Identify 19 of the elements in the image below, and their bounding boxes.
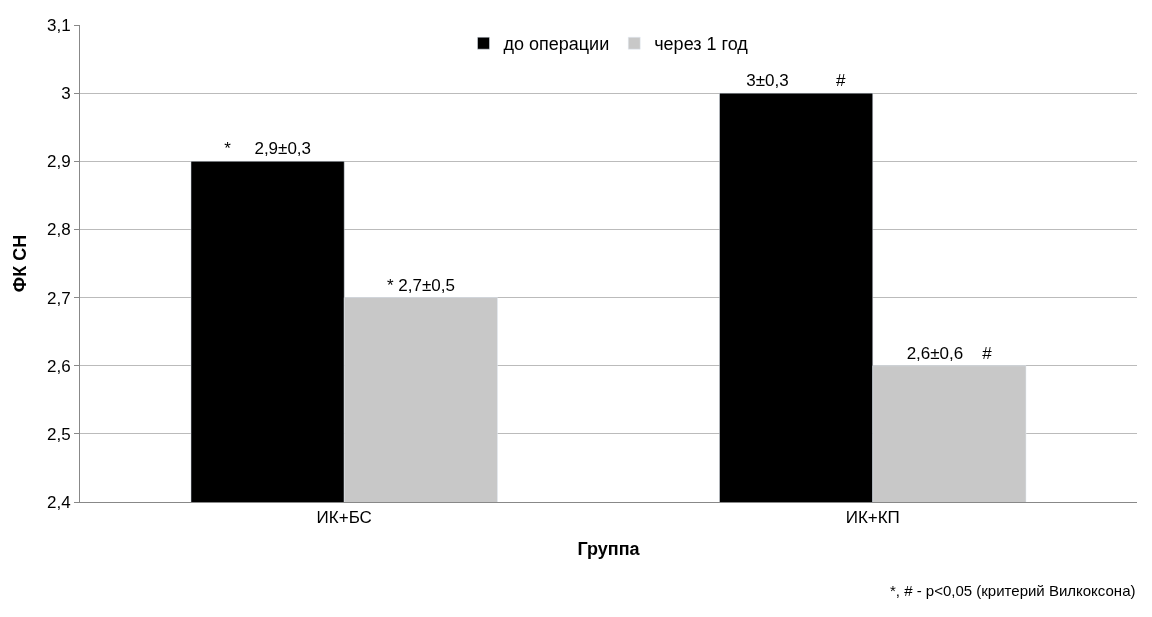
y-tick-label: 2,6: [46, 356, 71, 376]
y-tick-label: 2,9: [46, 152, 71, 172]
x-tick-label: ИК+БС: [316, 508, 372, 528]
legend-label: до операции: [503, 34, 610, 55]
y-tick-label: 3: [61, 84, 71, 104]
data-label: * 2,9±0,3: [224, 139, 312, 159]
data-label: 3±0,3 #: [746, 71, 846, 91]
y-axis-title: ФК СН: [10, 234, 31, 293]
y-tick-label: 2,7: [46, 288, 71, 308]
x-axis-title: Группа: [577, 538, 641, 559]
y-tick-label: 2,4: [46, 492, 71, 512]
y-tick-label: 2,5: [46, 424, 71, 444]
y-tick-label: 2,8: [46, 220, 71, 240]
data-label: * 2,7±0,5: [386, 275, 455, 295]
legend-label: через 1 год: [654, 34, 749, 55]
data-label: 2,6±0,6 #: [906, 343, 993, 363]
x-tick-label: ИК+КП: [845, 508, 900, 528]
y-tick-label: 3,1: [46, 15, 71, 35]
text: *, # - p<0,05 (критерий Вилкоксона): [890, 582, 1136, 599]
